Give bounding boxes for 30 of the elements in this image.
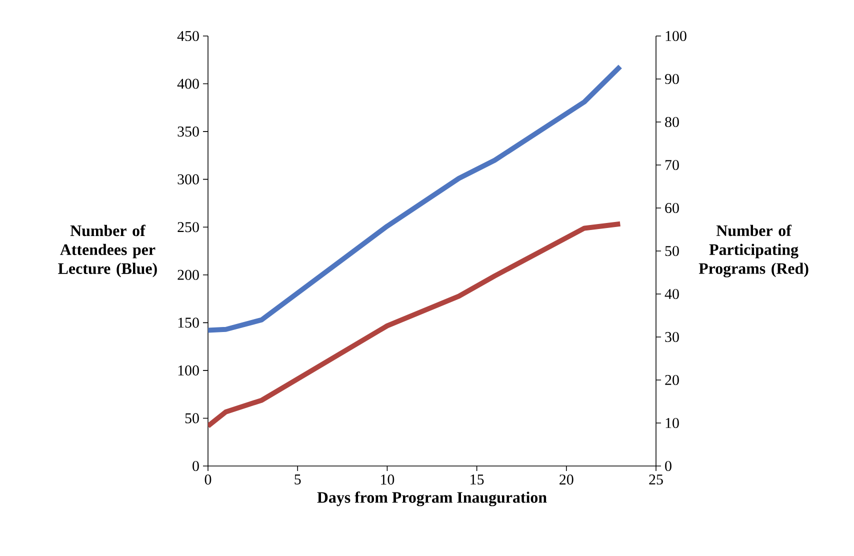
y-tick-label: 350 bbox=[178, 126, 199, 137]
x-tick-label: 15 bbox=[470, 474, 484, 485]
y2-axis-title: Number of Participating Programs (Red) bbox=[698, 224, 808, 278]
y2-tick-label: 10 bbox=[666, 418, 679, 428]
y2-tick-label: 30 bbox=[665, 332, 679, 342]
y-tick-label: 0 bbox=[192, 460, 199, 472]
y2-tick-label: 80 bbox=[665, 116, 679, 128]
x-tick-label: 0 bbox=[204, 474, 212, 485]
y-axis-title: Number of Attendees per Lecture (Blue) bbox=[58, 224, 157, 278]
x-tick-label: 20 bbox=[560, 474, 574, 485]
y-tick-label: 450 bbox=[177, 30, 199, 42]
x-tick-label: 25 bbox=[649, 474, 663, 485]
x-tick-label: 10 bbox=[381, 474, 394, 485]
y2-tick-label: 0 bbox=[665, 460, 672, 472]
y-tick-label: 200 bbox=[178, 270, 199, 280]
y2-tick-label: 70 bbox=[666, 160, 679, 170]
y-tick-label: 150 bbox=[178, 318, 199, 328]
y2-tick-label: 60 bbox=[665, 202, 679, 214]
x-axis-title: Days from Program Inauguration bbox=[317, 491, 547, 506]
y2-tick-label: 40 bbox=[664, 288, 679, 300]
y2-tick-label: 20 bbox=[665, 374, 679, 386]
y2-tick-label: 50 bbox=[665, 246, 679, 256]
y-tick-label: 100 bbox=[178, 365, 199, 376]
y-tick-label: 250 bbox=[178, 222, 199, 232]
y2-tick-label: 100 bbox=[666, 30, 686, 42]
x-tick-label: 5 bbox=[294, 474, 301, 484]
y-tick-label: 400 bbox=[177, 78, 199, 89]
y2-tick-label: 90 bbox=[665, 74, 679, 84]
y-tick-label: 50 bbox=[185, 413, 199, 424]
y-tick-label: 300 bbox=[178, 174, 199, 184]
